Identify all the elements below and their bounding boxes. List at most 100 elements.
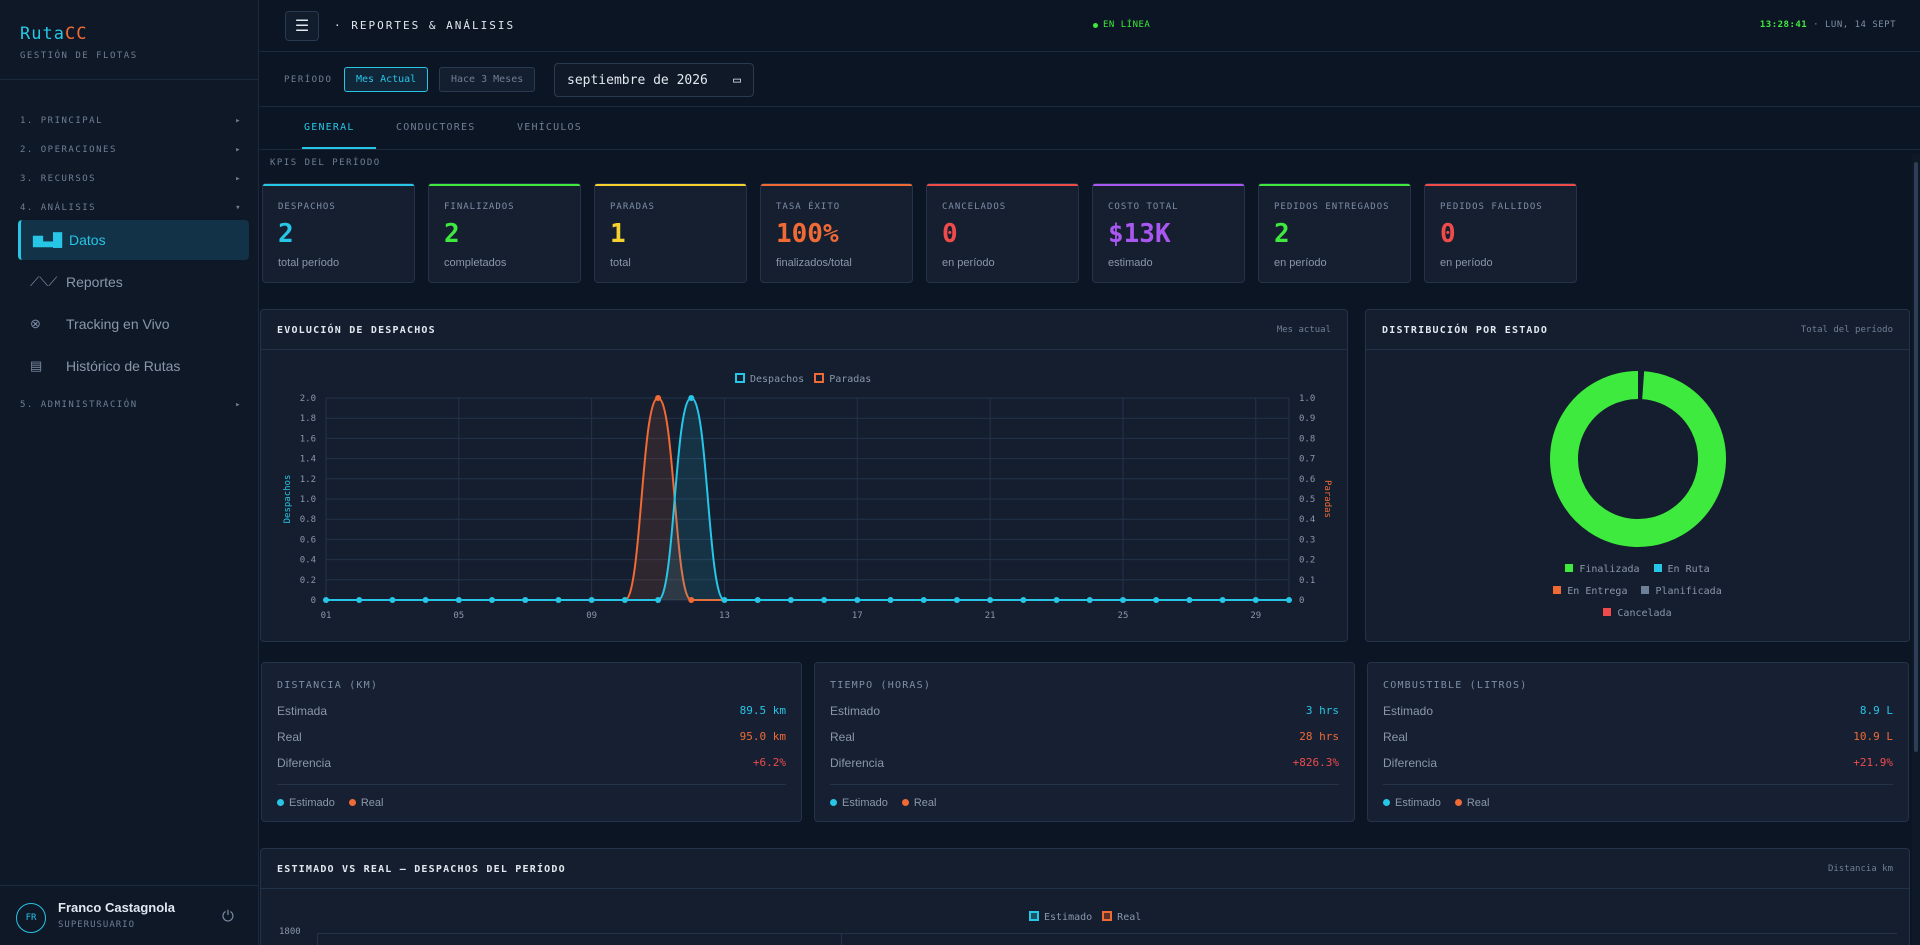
menu-button[interactable]: ☰ [285,11,319,41]
legend-paradas[interactable]: Paradas [814,373,871,385]
three-months-button[interactable]: Hace 3 Meses [439,67,536,92]
legend-en-entrega[interactable]: En Entrega [1553,586,1627,597]
clock-date: · LUN, 14 SEPT [1813,20,1896,30]
kpi-label: PEDIDOS FALLIDOS [1440,202,1543,212]
sidebar: RutaCC GESTIÓN DE FLOTAS 1. PRINCIPAL ▸ 2… [0,0,259,945]
page-title: · REPORTES & ANÁLISIS [334,19,516,32]
despachos-point [323,597,329,603]
current-month-button[interactable]: Mes Actual [344,67,429,92]
x-tick-label: 01 [321,611,332,621]
kpi-subtitle: estimado [1108,257,1153,269]
despachos-point [887,597,894,603]
sidebar-item-label: Tracking en Vivo [66,316,170,332]
metric-row-label: Diferencia [830,756,885,770]
comparison-panel-header: ESTIMADO VS REAL — DESPACHOS DEL PERÍODO… [261,849,1909,889]
metric-row-value: +826.3% [1292,756,1339,769]
kpi-subtitle: total [610,257,631,269]
metric-row: Estimado 3 hrs [830,704,1339,724]
despachos-point [854,597,861,603]
despachos-point [555,597,562,603]
app-logo[interactable]: RutaCC [20,24,88,44]
metric-card-1: TIEMPO (HORAS) Estimado 3 hrs Real 28 hr… [814,662,1355,822]
kpi-label: CANCELADOS [942,202,1007,212]
y-left-axis-label: Despachos [283,475,293,524]
tab-conductores[interactable]: CONDUCTORES [396,122,476,133]
metric-row-label: Diferencia [1383,756,1438,770]
y-right-tick-label: 0.7 [1299,455,1315,465]
x-tick-label: 25 [1118,611,1129,621]
kpi-section-label: KPIS DEL PERÍODO [270,158,381,168]
kpi-subtitle: total período [278,257,340,269]
legend-estimado[interactable]: Estimado [830,797,888,809]
x-tick-label: 17 [852,611,863,621]
period-label: PERÍODO [284,75,333,85]
scrollbar-thumb[interactable] [1914,162,1918,752]
distribution-title: DISTRIBUCIÓN POR ESTADO [1382,325,1549,336]
legend-real[interactable]: Real [1102,911,1141,923]
kpi-card-pedidos-entregados: PEDIDOS ENTREGADOS 2 en período [1258,183,1411,283]
metric-row-value: 28 hrs [1299,730,1339,743]
legend-estimado[interactable]: Estimado [1383,797,1441,809]
y-right-tick-label: 0.3 [1299,535,1315,545]
comparison-gridline [317,933,1897,934]
app-subtitle: GESTIÓN DE FLOTAS [20,51,138,61]
despachos-point [1219,597,1226,603]
kpi-value: 2 [278,219,294,249]
comparison-legend: Estimado Real [1029,911,1141,923]
metric-row-value: 95.0 km [739,730,786,743]
comparison-title: ESTIMADO VS REAL — DESPACHOS DEL PERÍODO [277,864,566,875]
y-right-tick-label: 0.8 [1299,434,1315,444]
metric-row: Estimado 8.9 L [1383,704,1893,724]
metric-divider [277,784,786,785]
sidebar-item-historico[interactable]: ▤ Histórico de Rutas [18,346,249,386]
top-header: ☰ · REPORTES & ANÁLISIS EN LÍNEA 13:28:4… [260,0,1920,52]
month-picker-value: septiembre de 2026 [567,72,708,88]
section-administracion[interactable]: 5. ADMINISTRACIÓN ▸ [20,400,242,410]
despachos-point [721,597,728,603]
tab-vehiculos[interactable]: VEHÍCULOS [517,122,582,133]
comparison-gridline-v [841,933,842,945]
sidebar-item-datos[interactable]: ▆▃█ Datos [18,220,249,260]
legend-real[interactable]: Real [348,797,383,809]
power-icon[interactable]: ⏻ [222,908,234,925]
section-analisis[interactable]: 4. ANÁLISIS ▾ [20,203,242,213]
legend-estimado[interactable]: Estimado [1029,911,1092,923]
y-right-tick-label: 0.6 [1299,475,1315,485]
y-right-tick-label: 0.4 [1299,515,1315,525]
metric-row: Estimada 89.5 km [277,704,786,724]
donut-slice-finalizada[interactable] [1550,371,1726,547]
legend-real[interactable]: Real [1454,797,1489,809]
legend-cancelada[interactable]: Cancelada [1603,608,1672,619]
despachos-point [787,597,794,603]
metric-card-0: DISTANCIA (KM) Estimada 89.5 km Real 95.… [261,662,802,822]
chevron-right-icon: ▸ [235,174,242,184]
avatar[interactable]: FR [16,903,46,933]
legend-real[interactable]: Real [901,797,936,809]
legend-en-ruta[interactable]: En Ruta [1653,564,1710,575]
legend-planificada[interactable]: Planificada [1641,586,1722,597]
chevron-right-icon: ▸ [235,145,242,155]
legend-despachos[interactable]: Despachos [735,373,804,385]
section-principal[interactable]: 1. PRINCIPAL ▸ [20,116,242,126]
metric-title: DISTANCIA (KM) [277,680,379,691]
metric-row-value: 89.5 km [739,704,786,717]
metric-row: Real 95.0 km [277,730,786,750]
legend-finalizada[interactable]: Finalizada [1565,564,1640,575]
calendar-icon[interactable]: ▭ [733,72,741,88]
month-picker[interactable]: septiembre de 2026 ▭ [554,63,754,97]
tab-general[interactable]: GENERAL [304,122,355,133]
scrollbar[interactable] [1912,154,1920,945]
metric-legend: Estimado Real [277,797,383,809]
main-content: KPIS DEL PERÍODO DESPACHOS 2 total perío… [260,151,1920,945]
legend-estimado[interactable]: Estimado [277,797,335,809]
comparison-y-tick: 1800 [279,927,301,937]
bar-chart-icon: ▆▃█ [33,232,63,247]
section-operaciones[interactable]: 2. OPERACIONES ▸ [20,145,242,155]
sidebar-item-reportes[interactable]: ⟋⟍⟋ Reportes [18,262,249,302]
x-tick-label: 21 [985,611,996,621]
evolution-panel-header: EVOLUCIÓN DE DESPACHOS Mes actual [261,310,1347,350]
sidebar-item-tracking[interactable]: ⊗ Tracking en Vivo [18,304,249,344]
y-left-tick-label: 0.8 [300,515,316,525]
section-recursos[interactable]: 3. RECURSOS ▸ [20,174,242,184]
metric-legend: Estimado Real [830,797,936,809]
